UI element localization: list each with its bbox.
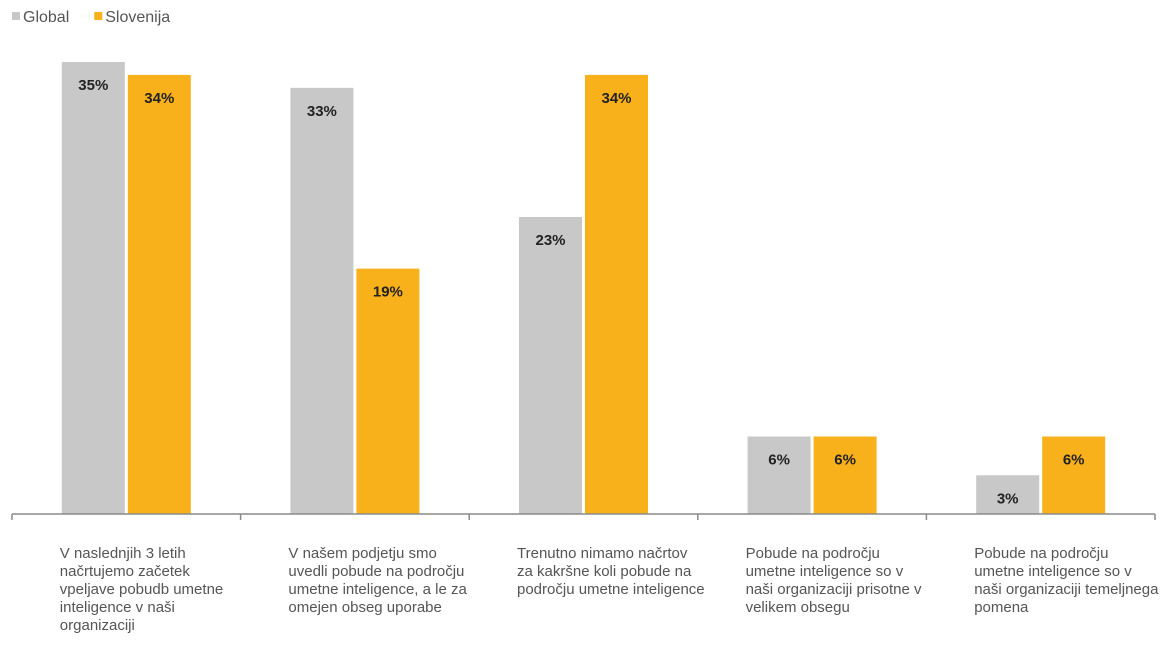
category-label-line: za kakršne koli pobude na xyxy=(517,563,692,580)
legend-swatch xyxy=(12,12,20,20)
category-label: Trenutno nimamo načrtov za kakršne koli p… xyxy=(517,545,705,598)
bar xyxy=(1042,436,1106,514)
category-label-line: uvedli pobude na področju xyxy=(288,563,464,580)
category-label-line: Pobude na področju xyxy=(974,545,1108,562)
category-label-line: V našem podjetju smo xyxy=(288,545,436,562)
bar-value-label: 35% xyxy=(78,77,108,94)
bars xyxy=(61,62,1106,515)
category-label-line: Trenutno nimamo načrtov xyxy=(517,545,688,562)
bar xyxy=(519,216,582,514)
bar-value-label: 34% xyxy=(144,90,174,107)
bar xyxy=(813,436,877,514)
category-label-line: Pobude na področju xyxy=(746,545,880,562)
bar xyxy=(127,74,191,515)
bar xyxy=(356,268,420,514)
category-label-line: velikem obsegu xyxy=(746,599,850,616)
category-label-line: omejen obseg uporabe xyxy=(288,599,441,616)
bar-value-label: 34% xyxy=(601,90,631,107)
bar xyxy=(747,436,811,514)
bar-labels: 35% 34% 33% 19% 23% 34% 6% 6% 3% 6% xyxy=(78,77,1084,507)
bar xyxy=(976,475,1040,514)
bar-value-label: 6% xyxy=(768,452,790,469)
category-label-line: umetne inteligence so v xyxy=(746,563,904,580)
category-label-line: umetne inteligence, a le za xyxy=(288,581,467,598)
category-label-line: pomena xyxy=(974,599,1029,616)
category-label: Pobude na področju umetne inteligence so … xyxy=(746,545,922,616)
x-axis xyxy=(11,513,1156,520)
category-label-line: inteligence v naši xyxy=(60,599,175,616)
category-label-line: področju umetne inteligence xyxy=(517,581,705,598)
legend-swatch xyxy=(94,12,103,20)
bar xyxy=(585,74,648,515)
category-label-line: organizaciji xyxy=(60,617,135,634)
category-labels: V naslednjih 3 letih načrtujemo začetek vp… xyxy=(60,545,1159,634)
bar-value-label: 19% xyxy=(373,284,403,301)
category-label: V naslednjih 3 letih načrtujemo začetek vp… xyxy=(60,545,223,634)
category-label-line: naši organizaciji temeljnega xyxy=(974,581,1159,598)
legend: Global Slovenija xyxy=(12,9,170,26)
bar xyxy=(61,62,125,514)
bar-value-label: 23% xyxy=(535,232,565,249)
legend-label: Slovenija xyxy=(105,9,170,26)
category-label-line: vpeljave pobudb umetne xyxy=(60,581,223,598)
bar-value-label: 6% xyxy=(1063,452,1085,469)
category-label-line: umetne inteligence so v xyxy=(974,563,1132,580)
category-label-line: naši organizaciji prisotne v xyxy=(746,581,922,598)
bar xyxy=(290,87,354,514)
category-label-line: V naslednjih 3 letih xyxy=(60,545,186,562)
category-label: V našem podjetju smo uvedli pobude na pod… xyxy=(288,545,467,616)
bar-value-label: 3% xyxy=(997,490,1019,507)
category-label-line: načrtujemo začetek xyxy=(60,563,191,580)
legend-label: Global xyxy=(23,9,69,26)
bar-value-label: 6% xyxy=(834,452,856,469)
bar-value-label: 33% xyxy=(307,103,337,120)
category-label: Pobude na področju umetne inteligence so … xyxy=(974,545,1159,616)
